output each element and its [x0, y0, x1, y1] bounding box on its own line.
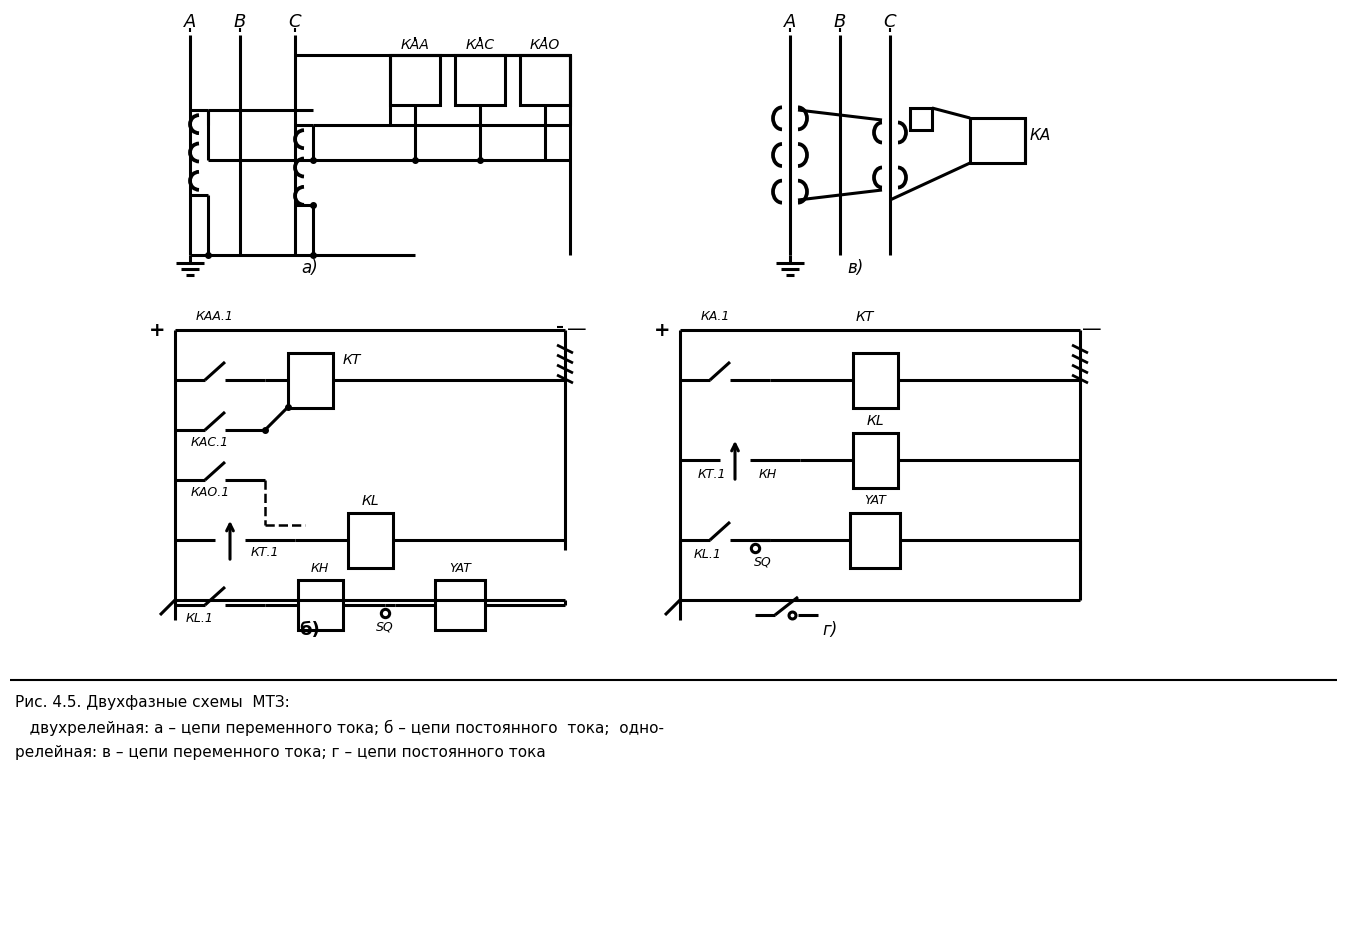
Text: —: — — [1082, 320, 1102, 340]
Text: С: С — [884, 13, 896, 31]
Text: SQ: SQ — [754, 556, 772, 568]
Text: КАО.1: КАО.1 — [190, 486, 229, 500]
Text: SQ: SQ — [376, 621, 393, 634]
Bar — [853, 353, 898, 408]
Text: г): г) — [823, 621, 838, 639]
Bar — [853, 433, 898, 488]
Text: YAT: YAT — [449, 562, 471, 575]
Bar — [348, 513, 393, 568]
Text: КАА: КАА — [400, 38, 430, 52]
Bar — [455, 55, 505, 105]
Text: б): б) — [299, 621, 321, 639]
Text: КТ: КТ — [343, 353, 361, 367]
Text: а): а) — [302, 259, 318, 277]
Bar — [911, 108, 932, 130]
Text: Рис. 4.5. Двухфазные схемы  МТЗ:: Рис. 4.5. Двухфазные схемы МТЗ: — [15, 695, 290, 710]
Text: КН: КН — [311, 562, 329, 575]
Bar — [435, 580, 485, 630]
Text: КАС: КАС — [466, 38, 494, 52]
Text: +: + — [148, 320, 166, 340]
Text: КАС.1: КАС.1 — [191, 437, 229, 450]
Text: —: — — [567, 320, 587, 340]
Text: YAT: YAT — [863, 495, 886, 507]
Bar — [520, 55, 570, 105]
Text: +: + — [653, 320, 671, 340]
Text: КАО: КАО — [529, 38, 560, 52]
Text: в): в) — [847, 259, 863, 277]
Text: С: С — [288, 13, 302, 31]
Text: двухрелейная: а – цепи переменного тока; б – цепи постоянного  тока;  одно-: двухрелейная: а – цепи переменного тока;… — [15, 720, 664, 736]
Text: КТ.1: КТ.1 — [698, 468, 726, 481]
Text: КАА.1: КАА.1 — [197, 311, 234, 324]
Text: А: А — [784, 13, 796, 31]
Bar — [298, 580, 343, 630]
Text: КН: КН — [758, 468, 777, 481]
Text: В: В — [834, 13, 846, 31]
Bar — [288, 353, 333, 408]
Text: КL.1: КL.1 — [694, 547, 722, 561]
Bar — [970, 118, 1025, 163]
Text: КL: КL — [866, 414, 884, 428]
Text: В: В — [234, 13, 247, 31]
Text: КА.1: КА.1 — [700, 311, 730, 324]
Text: КТ: КТ — [855, 310, 874, 324]
Text: КL.1: КL.1 — [186, 612, 214, 625]
Text: релейная: в – цепи переменного тока; г – цепи постоянного тока: релейная: в – цепи переменного тока; г –… — [15, 745, 546, 760]
Text: КТ.1: КТ.1 — [251, 546, 279, 559]
Bar — [850, 513, 900, 568]
Text: А: А — [183, 13, 197, 31]
Text: КА: КА — [1029, 128, 1051, 143]
Bar — [391, 55, 440, 105]
Text: КL: КL — [361, 494, 379, 508]
